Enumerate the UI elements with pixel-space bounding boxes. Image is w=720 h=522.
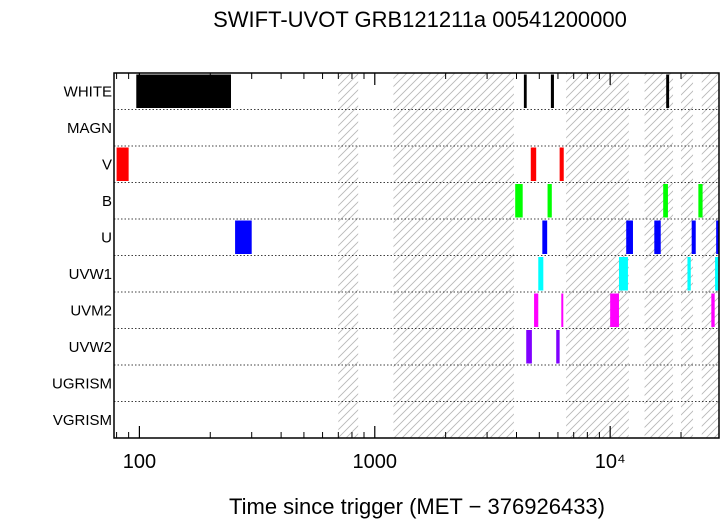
exposure-bar-white	[523, 74, 527, 108]
exposure-bar-uvm2	[711, 293, 715, 327]
exposure-bar-u	[716, 220, 719, 254]
exposure-bar-v	[116, 147, 129, 181]
exposure-bar-b	[547, 184, 552, 218]
x-tick-label: 10⁴	[595, 451, 626, 473]
exposure-bar-v	[530, 147, 537, 181]
gap-region	[338, 73, 359, 438]
row-label-b: B	[102, 193, 112, 210]
x-tick-label: 1000	[353, 451, 398, 473]
exposure-bar-u	[235, 220, 252, 254]
exposure-bar-uvw1	[538, 257, 544, 291]
row-label-u: U	[101, 229, 112, 246]
row-label-magn: MAGN	[67, 120, 112, 137]
exposure-bar-white	[136, 74, 232, 108]
exposure-bar-white	[550, 74, 554, 108]
row-label-uvw1: UVW1	[69, 266, 112, 283]
chart-title: SWIFT-UVOT GRB121211a 00541200000	[213, 7, 627, 32]
exposure-bar-b	[515, 184, 523, 218]
exposure-bar-uvw1	[715, 257, 719, 291]
exposure-bar-b	[663, 184, 668, 218]
exposure-bar-u	[626, 220, 633, 254]
exposure-bar-v	[559, 147, 564, 181]
row-label-ugrism: UGRISM	[52, 375, 112, 392]
gap-region	[681, 73, 694, 438]
exposure-bar-u	[542, 220, 548, 254]
exposure-bar-u	[654, 220, 661, 254]
exposure-bar-uvw1	[687, 257, 691, 291]
exposure-bar-uvw2	[556, 330, 560, 364]
exposure-bar-uvm2	[561, 293, 564, 327]
row-label-uvw2: UVW2	[69, 339, 112, 356]
exposure-bar-uvm2	[534, 293, 539, 327]
exposure-bar-uvw2	[526, 330, 532, 364]
row-label-white: WHITE	[64, 83, 112, 100]
row-label-vgrism: VGRISM	[53, 412, 112, 429]
exposure-bar-uvw1	[618, 257, 628, 291]
row-label-v: V	[102, 156, 112, 173]
row-label-uvm2: UVM2	[70, 302, 112, 319]
plot-frame	[113, 72, 720, 439]
exposure-bar-white	[666, 74, 670, 108]
exposure-bar-u	[691, 220, 696, 254]
gap-region	[644, 73, 674, 438]
exposure-bar-uvm2	[610, 293, 619, 327]
x-axis-label: Time since trigger (MET − 376926433)	[229, 494, 605, 519]
exposure-bar-b	[698, 184, 703, 218]
x-tick-label: 100	[123, 451, 156, 473]
